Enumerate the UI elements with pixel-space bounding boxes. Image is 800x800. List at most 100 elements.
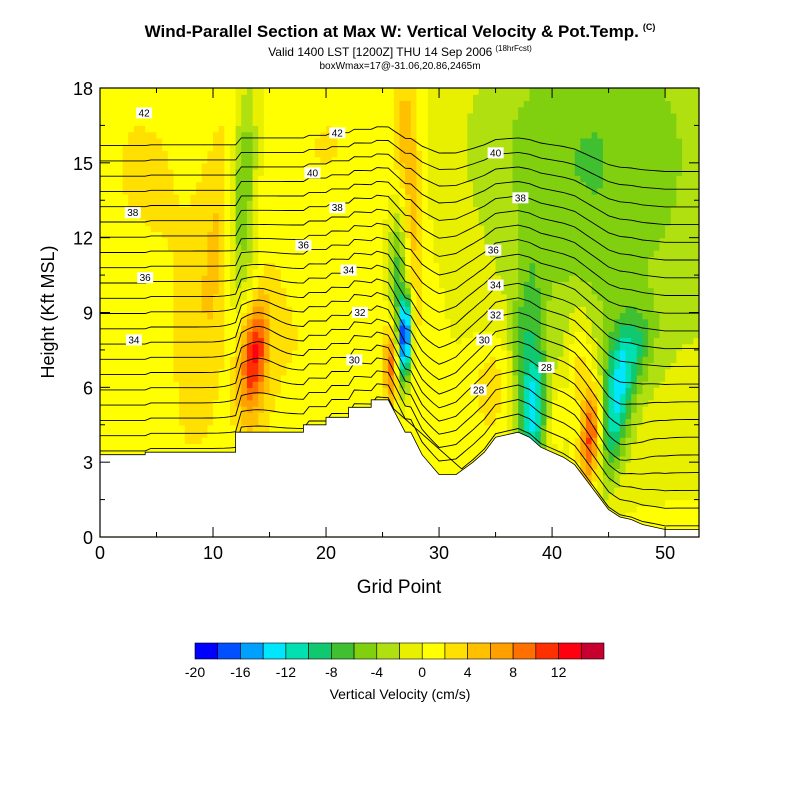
velocity-cell — [450, 468, 457, 476]
velocity-cell — [190, 424, 197, 432]
velocity-cell — [393, 406, 401, 413]
velocity-cell — [326, 175, 333, 183]
velocity-cell — [224, 112, 231, 120]
velocity-cell — [433, 225, 440, 233]
velocity-cell — [286, 156, 293, 164]
velocity-cell — [484, 424, 491, 432]
velocity-cell — [422, 399, 429, 407]
velocity-cell — [173, 349, 180, 357]
velocity-cell — [128, 418, 135, 426]
velocity-cell — [348, 393, 355, 401]
velocity-cell — [111, 343, 118, 351]
velocity-cell — [342, 399, 350, 407]
velocity-cell — [309, 262, 316, 270]
velocity-cell — [145, 324, 152, 332]
velocity-cell — [309, 343, 316, 351]
velocity-cell — [399, 243, 406, 251]
velocity-cell — [252, 293, 259, 301]
velocity-cell — [405, 181, 412, 189]
velocity-cell — [196, 250, 203, 257]
velocity-cell — [213, 119, 220, 127]
velocity-cell — [156, 331, 163, 339]
velocity-cell — [122, 88, 129, 95]
velocity-cell — [213, 144, 220, 151]
velocity-cell — [184, 318, 192, 326]
velocity-cell — [241, 250, 248, 257]
velocity-cell — [258, 144, 265, 151]
velocity-cell — [365, 393, 372, 401]
velocity-cell — [331, 250, 338, 257]
velocity-cell — [196, 443, 203, 451]
velocity-cell — [156, 94, 163, 102]
velocity-cell — [201, 237, 208, 245]
velocity-cell — [122, 281, 129, 289]
velocity-cell — [478, 281, 485, 289]
velocity-cell — [201, 300, 208, 307]
velocity-cell — [286, 243, 293, 251]
velocity-cell — [224, 256, 231, 264]
velocity-cell — [484, 393, 491, 401]
velocity-cell — [218, 218, 225, 226]
velocity-cell — [224, 430, 231, 438]
velocity-cell — [450, 343, 457, 351]
velocity-cell — [399, 331, 406, 339]
velocity-cell — [184, 443, 192, 451]
velocity-cell — [365, 250, 372, 257]
velocity-cell — [297, 387, 305, 395]
velocity-cell — [116, 144, 124, 151]
velocity-cell — [410, 94, 418, 102]
velocity-cell — [122, 337, 129, 345]
velocity-cell — [309, 399, 316, 407]
velocity-cell — [128, 424, 135, 432]
velocity-cell — [303, 393, 310, 401]
velocity-cell — [133, 262, 141, 270]
velocity-cell — [116, 206, 124, 214]
velocity-cell — [472, 125, 480, 133]
velocity-cell — [190, 175, 197, 183]
velocity-cell — [439, 362, 446, 370]
velocity-cell — [410, 324, 418, 332]
velocity-cell — [416, 424, 423, 432]
velocity-cell — [484, 287, 491, 295]
velocity-cell — [275, 125, 282, 133]
velocity-cell — [116, 231, 124, 239]
velocity-cell — [145, 443, 152, 451]
velocity-cell — [252, 387, 259, 395]
velocity-cell — [201, 256, 208, 264]
velocity-cell — [320, 406, 327, 413]
velocity-cell — [235, 100, 242, 108]
velocity-cell — [433, 293, 440, 301]
velocity-cell — [190, 293, 197, 301]
velocity-cell — [167, 374, 175, 382]
velocity-cell — [246, 94, 254, 102]
velocity-cell — [309, 250, 316, 257]
velocity-cell — [439, 225, 446, 233]
velocity-cell — [241, 231, 248, 239]
velocity-cell — [213, 231, 220, 239]
velocity-cell — [309, 300, 316, 307]
velocity-cell — [427, 144, 434, 151]
velocity-cell — [427, 343, 434, 351]
velocity-cell — [150, 200, 158, 208]
velocity-cell — [359, 88, 367, 95]
velocity-cell — [371, 131, 378, 139]
velocity-cell — [444, 144, 451, 151]
velocity-cell — [111, 312, 118, 320]
velocity-cell — [416, 393, 423, 401]
velocity-cell — [410, 131, 418, 139]
velocity-cell — [139, 343, 146, 351]
velocity-cell — [196, 243, 203, 251]
velocity-cell — [461, 449, 468, 457]
velocity-cell — [179, 356, 186, 363]
velocity-cell — [128, 106, 135, 114]
velocity-cell — [156, 212, 163, 220]
velocity-cell — [309, 112, 316, 120]
velocity-cell — [229, 231, 237, 239]
velocity-cell — [218, 318, 225, 326]
velocity-cell — [326, 343, 333, 351]
velocity-cell — [122, 318, 129, 326]
velocity-cell — [297, 343, 305, 351]
velocity-cell — [393, 281, 401, 289]
velocity-cell — [116, 181, 124, 189]
velocity-cell — [365, 156, 372, 164]
